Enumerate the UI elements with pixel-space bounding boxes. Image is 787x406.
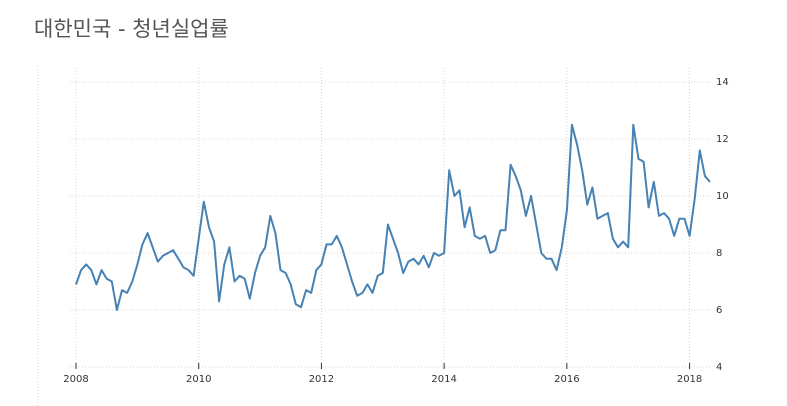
x-tick-label: 2012 bbox=[309, 374, 334, 385]
y-tick-label: 6 bbox=[716, 305, 722, 316]
x-tick-label: 2010 bbox=[186, 374, 211, 385]
x-tick-label: 2008 bbox=[63, 374, 88, 385]
y-tick-label: 10 bbox=[716, 191, 729, 202]
y-tick-label: 8 bbox=[716, 248, 722, 259]
chart-title: 대한민국 - 청년실업률 bbox=[34, 17, 229, 41]
y-tick-label: 4 bbox=[716, 362, 722, 373]
x-tick-label: 2018 bbox=[677, 374, 702, 385]
y-tick-label: 12 bbox=[716, 134, 729, 145]
y-tick-label: 14 bbox=[716, 77, 729, 88]
x-tick-label: 2016 bbox=[554, 374, 579, 385]
x-tick-label: 2014 bbox=[431, 374, 456, 385]
data-line bbox=[75, 123, 711, 311]
